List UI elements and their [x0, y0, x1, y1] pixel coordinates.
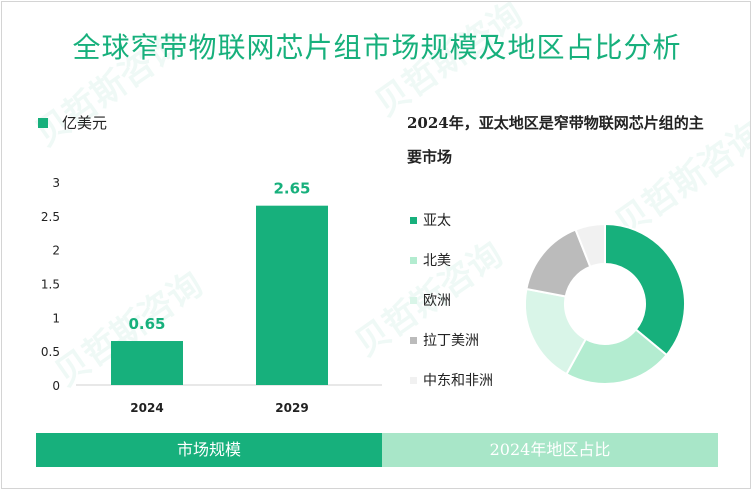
x-tick-label: 2029: [275, 401, 308, 415]
legend-label: 北美: [423, 253, 451, 269]
bar: [256, 205, 328, 385]
bar-chart: 0 0.5 1 1.5 2 2.5 3 0.65 2024 2.65 2029: [41, 176, 382, 415]
pie-chart-title: 2024年，亚太地区是窄带物联网芯片组的主要市场: [407, 114, 704, 166]
donut-slice: [604, 222, 686, 357]
donut-slice: [565, 328, 669, 385]
footer-market-size: 市场规模: [36, 433, 382, 467]
legend-item: 拉丁美洲: [410, 330, 493, 350]
donut-slice: [525, 228, 592, 298]
y-tick-label: 3: [52, 176, 60, 190]
y-tick-label: 2.5: [41, 210, 60, 224]
bar: [111, 341, 183, 385]
legend-label: 中东和非洲: [423, 373, 493, 389]
y-tick-label: 2: [52, 244, 60, 258]
bar-legend-swatch: [38, 117, 48, 128]
legend-swatch: [410, 336, 417, 344]
legend-swatch: [410, 256, 417, 264]
bar-legend: 亿美元: [38, 112, 107, 133]
legend-item: 北美: [410, 250, 493, 270]
y-tick-label: 1: [52, 311, 60, 325]
y-tick-label: 0.5: [41, 345, 60, 359]
legend-swatch: [410, 296, 417, 304]
legend-label: 亚太: [423, 213, 451, 229]
donut-slice: [574, 222, 606, 269]
pie-legend: 亚太北美欧洲拉丁美洲中东和非洲: [410, 210, 493, 410]
page-title: 全球窄带物联网芯片组市场规模及地区占比分析: [72, 31, 682, 64]
donut-slice: [524, 287, 588, 376]
y-tick-label: 1.5: [41, 278, 60, 292]
bar-legend-label: 亿美元: [62, 114, 108, 132]
legend-item: 中东和非洲: [410, 370, 493, 390]
legend-label: 欧洲: [423, 293, 451, 309]
legend-swatch: [410, 216, 417, 224]
bar-data-label: 2.65: [273, 180, 310, 198]
y-tick-label: 0: [52, 379, 60, 393]
legend-item: 亚太: [410, 210, 493, 230]
legend-label: 拉丁美洲: [423, 333, 479, 349]
legend-swatch: [410, 376, 417, 384]
footer-region-share: 2024年地区占比: [382, 433, 718, 467]
x-tick-label: 2024: [130, 401, 163, 415]
legend-item: 欧洲: [410, 290, 493, 310]
bar-data-label: 0.65: [128, 315, 165, 333]
